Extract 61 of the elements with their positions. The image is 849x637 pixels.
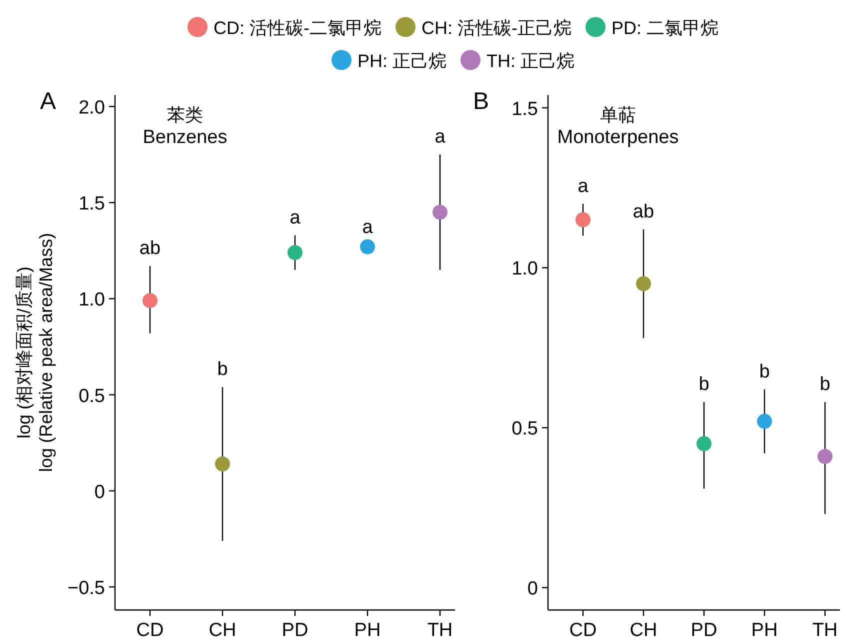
- data-label: b: [698, 374, 710, 396]
- x-tick-label: PH: [751, 620, 778, 637]
- legend-label: PD: 二氯甲烷: [611, 18, 719, 38]
- x-tick-label: TH: [427, 620, 453, 637]
- point: a: [432, 126, 448, 270]
- point: [142, 293, 158, 308]
- y-tick-label: 1.0: [78, 290, 105, 311]
- x-tick-label: CD: [569, 620, 597, 637]
- y-tick-label: 0.5: [512, 418, 538, 440]
- y-tick-label: 0: [94, 482, 105, 503]
- y-tick-label: 0: [527, 578, 538, 600]
- point: [215, 456, 230, 472]
- y-tick-label: 1.0: [512, 258, 538, 280]
- text: 苯类: [167, 105, 203, 125]
- x-tick-label: PD: [690, 620, 718, 637]
- point: b: [818, 374, 832, 514]
- data-label: a: [362, 216, 374, 238]
- y-tick-label: 1.5: [512, 98, 538, 120]
- point: [636, 276, 651, 292]
- x-tick-label: CH: [208, 620, 236, 637]
- x-tick-label: CD: [136, 620, 164, 637]
- data-label: a: [578, 176, 589, 197]
- legend-label: CH: 活性碳-正己烷: [421, 18, 572, 38]
- annotation: b: [217, 359, 228, 380]
- y-tick-label: 0.5: [78, 386, 105, 407]
- point: ab: [632, 201, 654, 338]
- point: a: [360, 216, 375, 254]
- point: [818, 448, 832, 464]
- y-axis-title: log (相对峰面积/质量) log (Relative peak area/Mass): [14, 232, 56, 472]
- data-label: b: [759, 361, 770, 382]
- point: [696, 436, 712, 452]
- legend-label: PH: 正己烷: [357, 51, 447, 71]
- data-label: a: [290, 207, 301, 228]
- text: Benzenes: [142, 127, 228, 148]
- legend-label: TH: 正己烷: [486, 51, 575, 71]
- y-tick-label: 1.5: [78, 194, 105, 215]
- point: ab: [139, 238, 161, 334]
- point: [288, 245, 302, 260]
- point: a: [288, 207, 302, 270]
- x-tick-label: TH: [812, 620, 838, 637]
- text: 单萜: [600, 105, 636, 125]
- legend-label: CD: 活性碳-二氯甲烷: [213, 18, 382, 38]
- data-label: a: [434, 126, 446, 148]
- x-tick-label: PH: [354, 620, 381, 637]
- data-label: b: [820, 374, 830, 396]
- point: [360, 239, 375, 254]
- data-label: ab: [139, 238, 161, 260]
- text: B: [473, 88, 490, 115]
- text: A: [40, 88, 56, 115]
- x-tick-label: PD: [282, 620, 308, 637]
- point: b: [696, 374, 712, 488]
- point: [576, 212, 590, 228]
- point: b: [757, 361, 772, 454]
- text: Monoterpenes: [557, 127, 679, 148]
- point: [432, 204, 448, 220]
- point: [757, 414, 772, 429]
- y-tick-label: 2.0: [78, 98, 105, 119]
- point: a: [576, 176, 590, 236]
- data-label: ab: [632, 201, 654, 222]
- x-tick-label: CH: [630, 620, 658, 637]
- y-tick-label: −0.5: [67, 578, 105, 599]
